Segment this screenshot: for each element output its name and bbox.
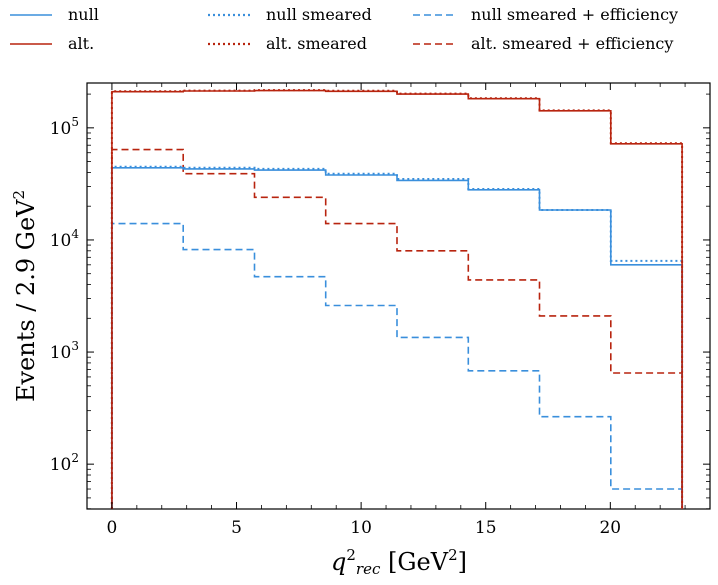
x-tick-label: 20 xyxy=(599,518,621,538)
svg-text:q2rec [GeV2]: q2rec [GeV2] xyxy=(331,546,467,578)
legend: null alt. null smeared alt. smeared null sme… xyxy=(10,5,678,53)
y-axis-title: Events / 2.9 GeV2 xyxy=(10,190,40,402)
x-tick-label: 5 xyxy=(231,518,242,538)
legend-label: null smeared + efficiency xyxy=(471,5,678,24)
series-alt-smeared xyxy=(110,89,684,509)
legend-item: alt. smeared xyxy=(208,34,367,53)
series-null-smeared xyxy=(110,165,684,509)
legend-item: alt. smeared + efficiency xyxy=(413,34,673,53)
series-layer xyxy=(110,89,684,509)
legend-label: alt. xyxy=(68,34,94,53)
series-null-smeared-efficiency xyxy=(111,222,683,509)
x-tick-label: 15 xyxy=(475,518,497,538)
y-tick-label: 105 xyxy=(50,115,79,139)
legend-item: null xyxy=(10,5,99,24)
legend-item: alt. xyxy=(10,34,94,53)
y-tick-label: 102 xyxy=(50,451,79,475)
x-axis-title: q2rec [GeV2] xyxy=(331,546,467,578)
tick-layer: 0 5 10 15 20 102 103 104 105 xyxy=(50,83,710,538)
svg-text:Events / 2.9 GeV2: Events / 2.9 GeV2 xyxy=(10,190,40,402)
legend-item: null smeared xyxy=(208,5,372,24)
x-tick-label: 0 xyxy=(107,518,118,538)
legend-label: alt. smeared + efficiency xyxy=(471,34,673,53)
series-alt xyxy=(111,89,683,509)
legend-label: null smeared xyxy=(266,5,372,24)
y-tick-label: 103 xyxy=(50,339,79,363)
y-tick-label: 104 xyxy=(50,227,80,251)
x-tick-label: 10 xyxy=(350,518,372,538)
legend-label: null xyxy=(68,5,99,24)
plot-frame xyxy=(86,82,711,510)
series-null xyxy=(111,167,683,509)
legend-item: null smeared + efficiency xyxy=(413,5,678,24)
legend-label: alt. smeared xyxy=(266,34,367,53)
